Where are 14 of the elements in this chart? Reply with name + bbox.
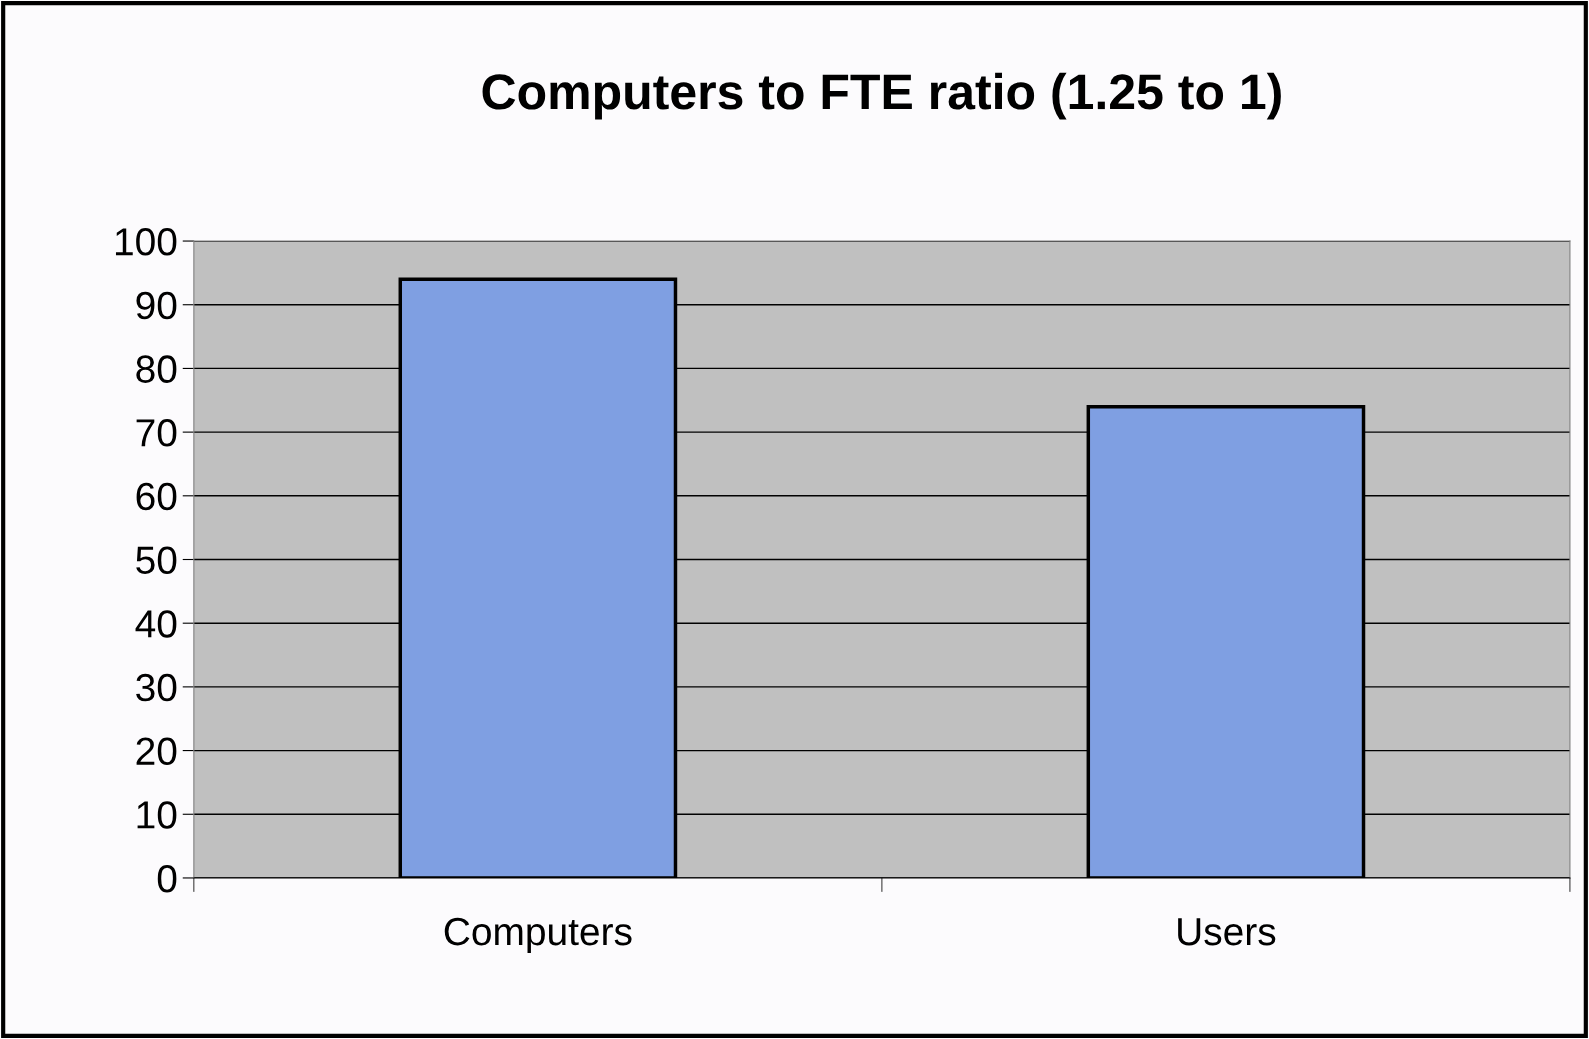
y-tick-label: 50 (136, 546, 177, 574)
x-tick-label: Computers (444, 917, 632, 954)
y-tick-label: 10 (137, 801, 177, 829)
y-tick-label: 30 (136, 673, 177, 702)
x-tick-label: Users (1178, 918, 1276, 946)
y-tick-label: 70 (136, 419, 177, 447)
y-tick-label: 80 (136, 355, 177, 383)
y-tick-label: 20 (136, 737, 177, 766)
y-tick-label: 40 (135, 610, 177, 638)
y-tick-label: 100 (115, 227, 177, 256)
y-tick-label: 90 (136, 291, 177, 320)
chart-title: Computers to FTE ratio (1.25 to 1) (482, 72, 1281, 120)
y-tick-label: 60 (136, 482, 177, 511)
y-tick-label: 0 (157, 864, 177, 893)
